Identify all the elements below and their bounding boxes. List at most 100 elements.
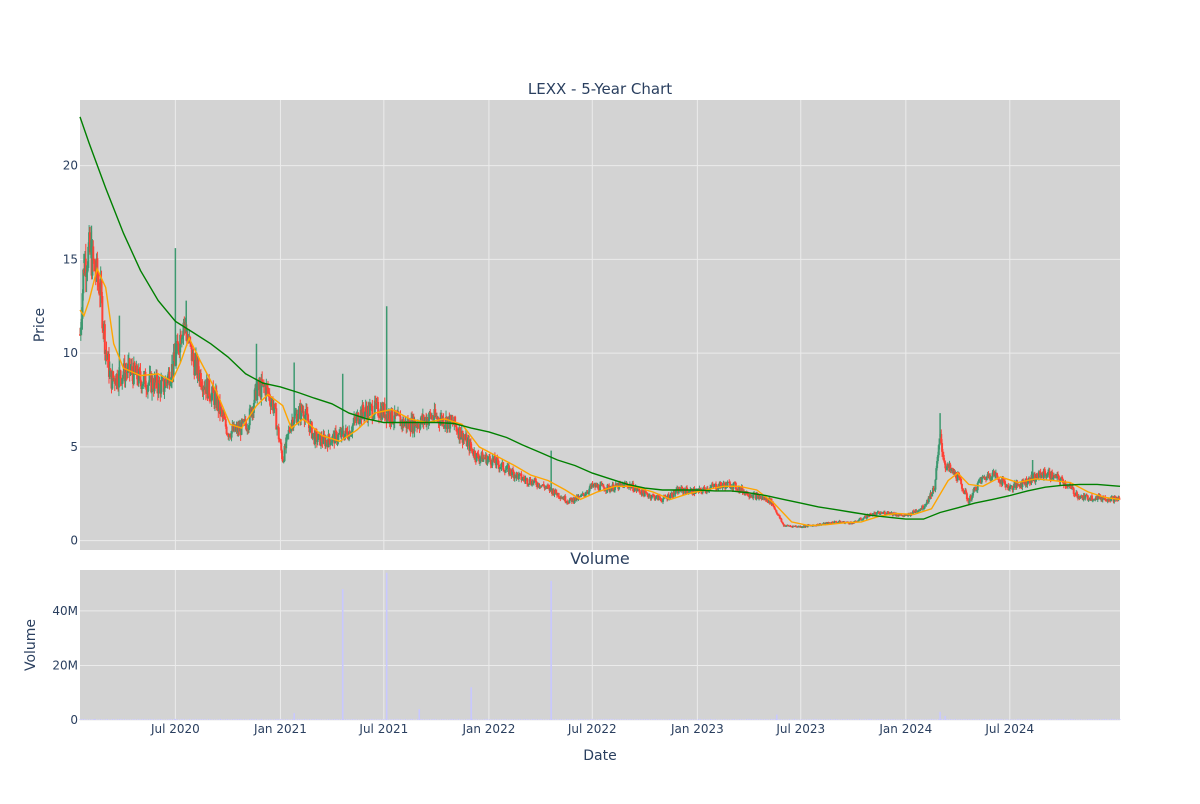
volume-bar xyxy=(821,719,822,720)
volume-bar xyxy=(542,719,543,720)
volume-plot-area xyxy=(80,570,1120,720)
x-tick-label: Jan 2021 xyxy=(253,722,307,736)
volume-bar xyxy=(862,719,863,720)
volume-bar xyxy=(408,719,409,720)
volume-bar xyxy=(552,719,553,720)
volume-bar xyxy=(417,719,418,720)
volume-bar xyxy=(1087,719,1088,720)
volume-bar xyxy=(713,719,714,720)
volume-bar xyxy=(792,719,793,720)
volume-bar xyxy=(746,719,747,720)
volume-bar xyxy=(504,719,505,720)
volume-bar xyxy=(1120,719,1121,720)
volume-bar xyxy=(739,719,740,720)
volume-bar xyxy=(1042,719,1043,720)
volume-bar xyxy=(760,719,761,720)
volume-bar xyxy=(1027,719,1028,720)
volume-bar xyxy=(628,719,629,720)
volume-bar xyxy=(340,719,341,720)
volume-bar xyxy=(487,719,488,720)
volume-y-tick-label: 40M xyxy=(52,604,78,618)
volume-bar xyxy=(900,719,901,720)
volume-bar xyxy=(518,719,519,720)
volume-bar xyxy=(573,719,574,720)
volume-bar xyxy=(285,719,286,720)
volume-bar xyxy=(311,719,312,720)
volume-bar xyxy=(969,719,970,720)
volume-bar xyxy=(86,719,87,720)
volume-bar xyxy=(566,719,567,720)
volume-bar xyxy=(486,719,487,720)
volume-bar xyxy=(988,719,989,720)
volume-bar xyxy=(638,719,639,720)
volume-bar xyxy=(856,719,857,720)
volume-bar xyxy=(280,719,281,720)
volume-bar xyxy=(1060,719,1061,720)
volume-bar xyxy=(1000,719,1001,720)
volume-bar xyxy=(1051,719,1052,720)
volume-bar xyxy=(578,719,579,720)
volume-bar xyxy=(806,719,807,720)
candle-body xyxy=(1073,488,1075,494)
volume-bar xyxy=(235,719,236,720)
volume-bar xyxy=(503,719,504,720)
volume-bar xyxy=(182,719,183,720)
volume-bar xyxy=(249,719,250,720)
volume-bar xyxy=(181,719,182,720)
price-y-tick-label: 15 xyxy=(63,252,78,266)
volume-bar xyxy=(705,719,706,720)
volume-bar xyxy=(157,719,158,720)
volume-bar xyxy=(535,719,536,720)
volume-bar xyxy=(103,719,104,720)
volume-bar xyxy=(830,719,831,720)
volume-bar xyxy=(1085,719,1086,720)
candle-body xyxy=(278,427,280,439)
volume-bar xyxy=(313,719,314,720)
volume-bar xyxy=(347,719,348,720)
volume-bar xyxy=(145,719,146,720)
volume-bar xyxy=(335,719,336,720)
volume-bar xyxy=(316,719,317,720)
volume-bar xyxy=(605,719,606,720)
volume-bar xyxy=(583,719,584,720)
volume-bar xyxy=(919,719,920,720)
volume-bar xyxy=(1092,719,1093,720)
volume-bar xyxy=(881,719,882,720)
volume-bar xyxy=(463,719,464,720)
candle-body xyxy=(505,470,507,473)
volume-bar xyxy=(105,719,106,720)
volume-bar xyxy=(732,719,733,720)
volume-bar xyxy=(337,719,338,720)
candle-body xyxy=(934,480,936,490)
volume-bar xyxy=(201,719,202,720)
volume-bar xyxy=(470,687,472,720)
volume-bar xyxy=(938,719,939,720)
volume-bar xyxy=(895,719,896,720)
volume-bar xyxy=(293,713,295,720)
volume-bar xyxy=(1111,719,1112,720)
volume-bar xyxy=(100,719,101,720)
volume-bar xyxy=(568,719,569,720)
volume-bar xyxy=(1113,719,1114,720)
volume-bar xyxy=(91,719,92,720)
volume-bar xyxy=(665,719,666,720)
volume-bar xyxy=(81,719,82,720)
volume-bar xyxy=(698,719,699,720)
volume-bar xyxy=(321,719,322,720)
volume-bar xyxy=(623,719,624,720)
candle-body xyxy=(112,371,114,378)
volume-bar xyxy=(350,719,351,720)
volume-bar xyxy=(847,719,848,720)
volume-bar xyxy=(960,719,961,720)
volume-bar xyxy=(703,719,704,720)
volume-bar xyxy=(1075,719,1076,720)
volume-bar xyxy=(381,719,382,720)
volume-bar xyxy=(979,719,980,720)
volume-bar xyxy=(1114,719,1115,720)
volume-bar xyxy=(446,719,447,720)
volume-bar xyxy=(617,719,618,720)
x-axis-title: Date xyxy=(583,748,616,764)
volume-bar xyxy=(1078,719,1079,720)
volume-bar xyxy=(1106,719,1107,720)
volume-bar xyxy=(112,719,113,720)
